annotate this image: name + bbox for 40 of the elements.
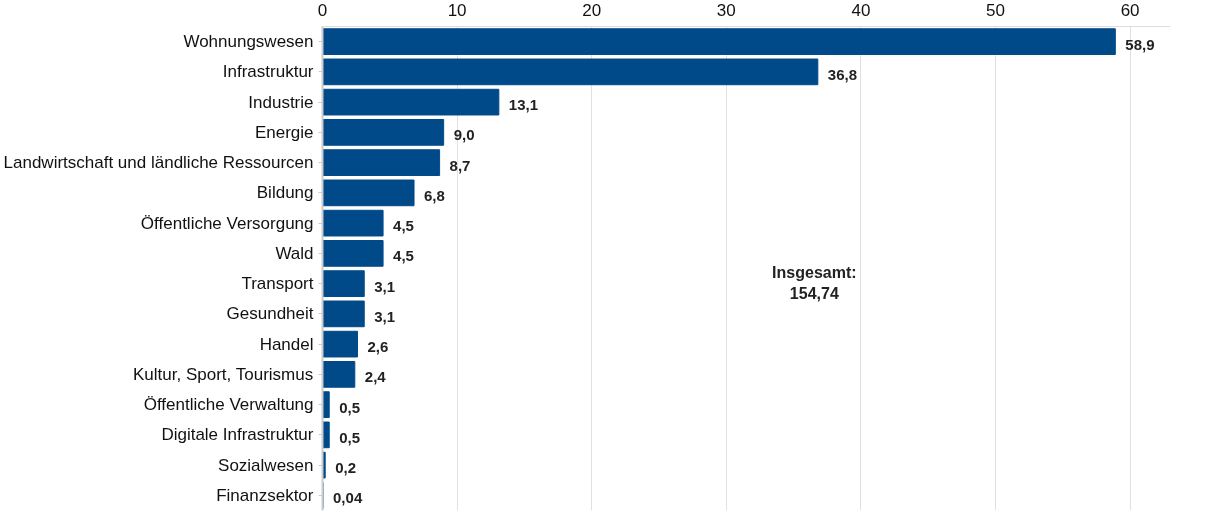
data-label: 4,5	[393, 247, 414, 265]
y-tick-label: Bildung	[256, 183, 314, 203]
y-tick-label: Digitale Infrastruktur	[161, 425, 314, 445]
x-tick-label: 30	[716, 0, 736, 20]
y-tick-label: Sozialwesen	[218, 455, 314, 475]
data-label: 8,7	[449, 156, 471, 174]
y-tick-label: Landwirtschaft und ländliche Ressourcen	[3, 153, 314, 173]
data-label: 0,5	[339, 428, 361, 446]
annotation: Insgesamt: 154,74	[772, 264, 857, 302]
data-label: 2,4	[364, 368, 387, 386]
x-tick-label: 20	[582, 0, 602, 20]
data-label: 0,5	[339, 398, 361, 416]
y-tick-label: Industrie	[248, 92, 314, 112]
data-label: 13,1	[508, 96, 539, 114]
data-label: 0,2	[335, 459, 357, 477]
data-label: 9,0	[453, 126, 475, 144]
x-tick-label: 50	[986, 0, 1005, 20]
y-tick-label: Kultur, Sport, Tourismus	[133, 364, 314, 384]
y-tick-label: Wald	[275, 243, 314, 263]
x-tick-label: 40	[851, 0, 871, 20]
data-label: 2,6	[367, 338, 389, 356]
data-label: 0,04	[333, 489, 363, 507]
y-tick-label: Wohnungswesen	[183, 32, 314, 52]
data-label: 3,1	[374, 307, 396, 325]
x-tick-label: 60	[1120, 0, 1140, 20]
data-label: 3,1	[374, 277, 396, 295]
data-label: 58,9	[1125, 35, 1155, 53]
data-label: 36,8	[827, 65, 858, 83]
y-tick-label: Infrastruktur	[222, 62, 314, 82]
x-tick-label: 10	[447, 0, 467, 20]
y-tick-label: Transport	[241, 274, 314, 294]
y-tick-label: Öffentliche Verwaltung	[143, 395, 314, 415]
y-tick-label: Öffentliche Versorgung	[140, 213, 314, 233]
x-tick-label: 0	[317, 0, 328, 20]
y-tick-label: Gesundheit	[226, 304, 314, 324]
data-label: 4,5	[393, 217, 414, 235]
y-tick-label: Handel	[259, 334, 314, 354]
y-tick-label: Energie	[254, 122, 314, 142]
data-label: 6,8	[424, 186, 445, 204]
y-tick-label: Finanzsektor	[216, 485, 314, 505]
